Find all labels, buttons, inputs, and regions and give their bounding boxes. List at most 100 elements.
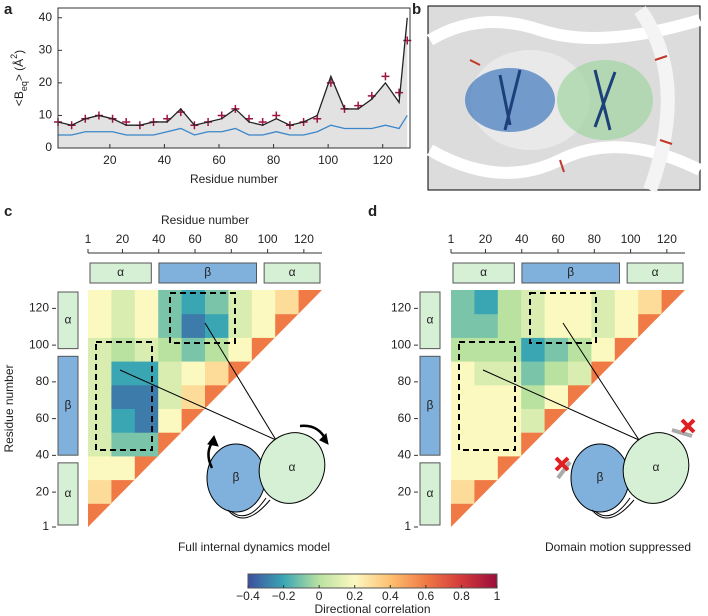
x-tick-label: 80: [267, 153, 281, 167]
heatmap-cell: [205, 290, 229, 315]
heatmap-cell: [474, 290, 499, 315]
x-tick-label: 20: [116, 232, 130, 246]
heatmap-cell: [181, 361, 206, 386]
marker: [395, 88, 404, 97]
heatmap-cell: [614, 313, 639, 338]
x-tick-label: 1: [448, 232, 455, 246]
heatmap-cell: [451, 503, 475, 527]
heatmap-cell: [134, 290, 159, 315]
heatmap-cell: [134, 408, 159, 433]
y-tick-label: 60: [36, 411, 50, 425]
x-axis-title: Residue number: [161, 213, 249, 227]
domain-bar: [57, 355, 79, 456]
heatmap-cell: [205, 384, 229, 409]
heatmap-cell: [275, 313, 299, 338]
colorbar-tick-label: 1: [494, 589, 501, 603]
domain-label: β: [65, 398, 72, 412]
heatmap-cell: [474, 479, 498, 504]
colorbar-tick-label: 0: [316, 589, 323, 603]
heatmap-cell: [111, 290, 136, 315]
y-tick-label: 20: [398, 484, 412, 498]
heatmap-cell: [228, 337, 253, 362]
panel-label: b: [412, 1, 421, 18]
heatmap-cell: [88, 455, 112, 481]
domain-label: α: [117, 265, 124, 279]
y-tick-label: 40: [36, 448, 50, 462]
y-tick-label: 40: [398, 448, 412, 462]
domain-bar: [57, 462, 79, 526]
heatmap-cell: [205, 313, 229, 338]
y-tick-label: 20: [36, 484, 50, 498]
domain-label: β: [427, 398, 434, 412]
heatmap-cell: [134, 432, 159, 457]
heatmap-cell: [111, 455, 136, 481]
x-tick-label: 120: [373, 153, 393, 167]
x-tick-label: 40: [158, 153, 172, 167]
axes-frame: [57, 7, 411, 149]
domain-bar: [419, 355, 441, 456]
heatmap-cell: [568, 384, 592, 409]
heatmap-cell: [544, 361, 569, 386]
cartoon-label: α: [289, 460, 296, 474]
heatmap-cell: [521, 384, 546, 409]
heatmap-cell: [521, 290, 546, 315]
heatmap-cell: [497, 290, 522, 315]
domain-label: α: [65, 312, 72, 326]
heatmap-cell: [638, 313, 662, 338]
heatmap-cell: [614, 337, 639, 362]
heatmap-cell: [111, 432, 136, 457]
x-tick-label: 100: [621, 232, 641, 246]
heatmap-cell: [451, 408, 475, 433]
x-tick-label: 120: [657, 232, 677, 246]
heatmap-cell: [497, 408, 522, 433]
domain-label: α: [427, 486, 434, 500]
domain-label: α: [289, 265, 296, 279]
colorbar-tick-label: 0.2: [346, 589, 363, 603]
heatmap-cell: [181, 313, 206, 338]
heatmap-cell: [521, 361, 546, 386]
heatmap-cell: [497, 455, 522, 480]
domain-bar: [263, 262, 321, 284]
heatmap-cell: [111, 313, 136, 338]
heatmap-cell: [111, 479, 135, 504]
colorbar: [247, 573, 498, 589]
heatmap-cell: [497, 337, 522, 362]
y-tick-label: 80: [398, 374, 412, 388]
heatmap-cell: [111, 408, 136, 433]
y-tick-label: 100: [29, 337, 49, 351]
heatmap-cell: [158, 408, 183, 433]
heatmap-cell: [661, 290, 685, 314]
domain-bar: [452, 262, 515, 284]
heatmap-cell: [88, 290, 112, 315]
heatmap-cell: [134, 337, 159, 362]
x-tick-label: 60: [212, 153, 226, 167]
heatmap-cell: [181, 337, 206, 362]
panel-label: c: [4, 203, 12, 220]
area: [58, 17, 408, 149]
y-tick-label: 0: [45, 140, 52, 154]
y-axis-title-part: > (Å: [11, 59, 26, 81]
panel-label: a: [4, 1, 13, 18]
heatmap-cell: [521, 337, 546, 362]
domain-label: β: [204, 265, 211, 279]
y-tick-label: 20: [39, 75, 53, 89]
cartoon-label: α: [653, 460, 660, 474]
heatmap-cell: [251, 290, 276, 315]
heatmap-cell: [181, 408, 205, 433]
heatmap-cell: [88, 337, 112, 362]
heatmap-cell: [591, 290, 616, 315]
colorbar-tick-label: −0.2: [272, 589, 296, 603]
heatmap-cell: [251, 313, 276, 338]
heatmap-cell: [275, 290, 300, 315]
heatmap-cell: [474, 337, 499, 362]
heatmap-cell: [451, 455, 475, 481]
x-tick-label: 80: [588, 232, 602, 246]
y-tick-label: 60: [398, 411, 412, 425]
heatmap-cell: [474, 361, 499, 386]
y-tick-label: 1: [42, 519, 49, 533]
colorbar-tick-label: 0.4: [382, 589, 399, 603]
heatmap-cell: [521, 408, 546, 433]
y-axis-title-part: <B: [12, 91, 26, 106]
